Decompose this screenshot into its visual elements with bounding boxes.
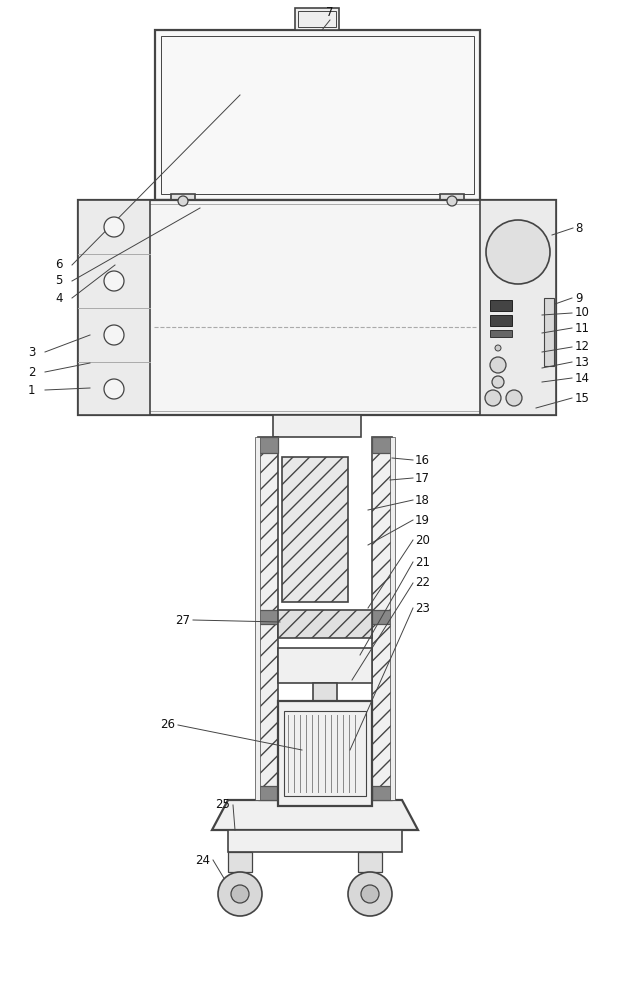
Circle shape	[218, 872, 262, 916]
Text: 24: 24	[195, 854, 210, 866]
Bar	[295, 8, 339, 30]
Text: 20: 20	[415, 534, 430, 546]
Circle shape	[104, 325, 124, 345]
Bar	[155, 30, 480, 200]
Bar	[161, 36, 474, 194]
Bar	[372, 437, 392, 453]
Bar	[255, 437, 260, 800]
Circle shape	[492, 376, 504, 388]
Text: 12: 12	[575, 340, 590, 354]
Bar	[372, 610, 392, 624]
Text: 6: 6	[55, 258, 62, 271]
Bar	[278, 610, 372, 638]
Text: 21: 21	[415, 556, 430, 568]
Bar	[284, 711, 366, 796]
Text: 25: 25	[215, 798, 230, 812]
Circle shape	[104, 271, 124, 291]
Bar	[490, 300, 512, 311]
Circle shape	[495, 345, 501, 351]
Bar	[372, 786, 392, 800]
Bar	[440, 194, 464, 208]
Bar	[298, 11, 336, 27]
Circle shape	[348, 872, 392, 916]
Text: 22: 22	[415, 576, 430, 589]
Bar	[372, 437, 392, 800]
Text: 16: 16	[415, 454, 430, 466]
Circle shape	[104, 217, 124, 237]
Bar	[82, 204, 552, 411]
Bar	[490, 315, 512, 326]
Text: 10: 10	[575, 306, 590, 320]
Circle shape	[506, 390, 522, 406]
Text: 18: 18	[415, 493, 430, 506]
Bar	[282, 457, 348, 602]
Bar	[278, 648, 372, 683]
Text: 8: 8	[575, 222, 582, 234]
Text: 5: 5	[55, 274, 62, 288]
Text: 15: 15	[575, 391, 590, 404]
Circle shape	[490, 357, 506, 373]
Text: 23: 23	[415, 601, 430, 614]
Text: 3: 3	[28, 346, 35, 359]
Bar	[278, 701, 372, 806]
Bar	[78, 200, 150, 415]
Text: 17: 17	[415, 472, 430, 485]
Bar	[78, 200, 556, 415]
Bar	[258, 610, 278, 624]
Bar	[490, 330, 512, 337]
Text: 13: 13	[575, 356, 590, 368]
Bar	[171, 194, 195, 208]
Text: 4: 4	[55, 292, 62, 304]
Bar	[480, 200, 556, 415]
Text: 9: 9	[575, 292, 583, 304]
Circle shape	[486, 220, 550, 284]
Text: 26: 26	[160, 718, 175, 732]
Bar	[258, 786, 278, 800]
Text: 11: 11	[575, 322, 590, 334]
Text: 7: 7	[326, 5, 334, 18]
Text: 19: 19	[415, 514, 430, 526]
Bar	[313, 683, 337, 701]
Bar	[390, 437, 395, 800]
Text: 27: 27	[175, 613, 190, 626]
Bar	[228, 830, 402, 852]
Bar	[544, 298, 554, 366]
Circle shape	[178, 196, 188, 206]
Circle shape	[104, 379, 124, 399]
Bar	[258, 437, 278, 453]
Circle shape	[231, 885, 249, 903]
Circle shape	[361, 885, 379, 903]
Text: 14: 14	[575, 371, 590, 384]
Bar	[258, 437, 278, 800]
Bar	[358, 852, 382, 872]
Polygon shape	[212, 800, 418, 830]
Text: 2: 2	[28, 365, 35, 378]
Bar	[228, 852, 252, 872]
Circle shape	[485, 390, 501, 406]
Bar	[273, 415, 361, 437]
Text: 1: 1	[28, 383, 35, 396]
Circle shape	[447, 196, 457, 206]
